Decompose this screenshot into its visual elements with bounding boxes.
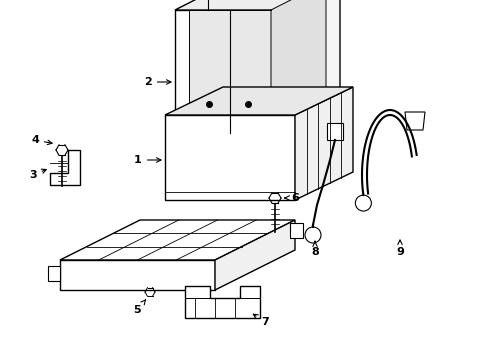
Text: 6: 6 xyxy=(285,193,298,203)
Text: 4: 4 xyxy=(31,135,52,145)
Polygon shape xyxy=(404,112,424,130)
Polygon shape xyxy=(175,10,285,140)
Polygon shape xyxy=(175,0,339,10)
Polygon shape xyxy=(289,223,303,238)
Polygon shape xyxy=(60,220,294,260)
Polygon shape xyxy=(326,123,342,140)
Text: 1: 1 xyxy=(134,155,161,165)
Polygon shape xyxy=(164,115,294,200)
Text: 3: 3 xyxy=(29,169,46,180)
Text: 8: 8 xyxy=(310,241,318,257)
Text: 5: 5 xyxy=(133,300,145,315)
Polygon shape xyxy=(50,150,80,185)
Text: 7: 7 xyxy=(253,314,268,327)
Polygon shape xyxy=(294,87,352,200)
Polygon shape xyxy=(215,220,294,290)
Polygon shape xyxy=(189,10,270,133)
Text: 2: 2 xyxy=(144,77,171,87)
Polygon shape xyxy=(270,0,325,133)
Polygon shape xyxy=(184,286,260,318)
Polygon shape xyxy=(48,266,60,281)
Polygon shape xyxy=(164,87,352,115)
Polygon shape xyxy=(60,260,215,290)
Polygon shape xyxy=(285,0,339,140)
Text: 9: 9 xyxy=(395,240,403,257)
